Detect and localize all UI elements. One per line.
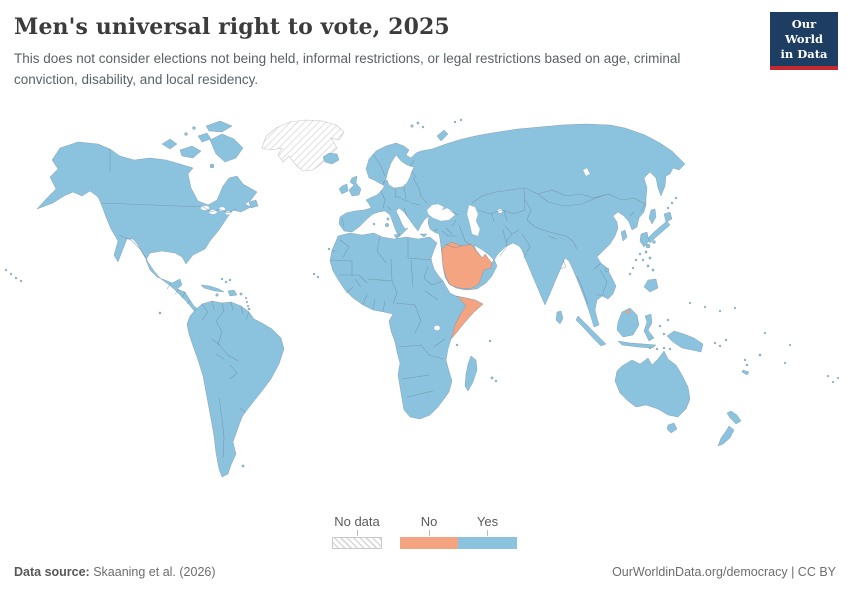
world-map bbox=[0, 108, 850, 513]
legend-tick bbox=[487, 530, 488, 536]
region-indonesia[interactable] bbox=[575, 307, 704, 353]
data-source-value: Skaaning et al. (2026) bbox=[89, 565, 216, 579]
legend-swatch-no-data[interactable] bbox=[332, 537, 382, 549]
owid-logo-line2: in Data bbox=[780, 46, 828, 61]
legend-swatch-yes[interactable] bbox=[458, 537, 517, 549]
legend-label-no: No bbox=[420, 514, 438, 529]
legend-label-no-data: No data bbox=[334, 514, 380, 529]
data-source-label: Data source: bbox=[14, 565, 90, 579]
world-map-svg bbox=[4, 118, 840, 478]
region-arabia-no[interactable] bbox=[441, 241, 493, 290]
country-borders bbox=[101, 148, 646, 459]
legend-item-no[interactable]: No bbox=[400, 514, 458, 549]
chart-subtitle: This does not consider elections not bei… bbox=[14, 51, 681, 87]
region-oceania[interactable] bbox=[4, 268, 840, 447]
page-title: Men's universal right to vote, 2025 bbox=[14, 14, 450, 40]
region-caribbean[interactable] bbox=[200, 277, 251, 311]
legend-swatch-no[interactable] bbox=[400, 537, 458, 549]
region-somalia-no[interactable] bbox=[450, 295, 484, 340]
legend-tick bbox=[356, 530, 358, 536]
rights-note[interactable]: OurWorldinData.org/democracy | CC BY bbox=[612, 565, 836, 579]
legend-label-yes: Yes bbox=[476, 514, 499, 529]
region-south-america[interactable] bbox=[158, 300, 285, 478]
map-legend: No data No Yes bbox=[0, 514, 850, 556]
legend-tick bbox=[428, 530, 430, 536]
region-europe-islands[interactable] bbox=[322, 118, 463, 240]
legend-item-no-data[interactable]: No data bbox=[332, 514, 382, 549]
region-asia-islands[interactable] bbox=[555, 196, 678, 325]
owid-logo[interactable]: Our World in Data bbox=[770, 12, 838, 70]
legend-item-yes[interactable]: Yes bbox=[458, 514, 517, 549]
owid-logo-line1: Our World bbox=[784, 17, 824, 46]
region-africa[interactable] bbox=[312, 232, 498, 420]
chart-footer: Data source: Skaaning et al. (2026) OurW… bbox=[14, 565, 836, 579]
region-north-america[interactable] bbox=[36, 120, 259, 314]
data-source: Data source: Skaaning et al. (2026) bbox=[14, 565, 216, 579]
region-brunei-no[interactable] bbox=[626, 310, 630, 314]
chart-header: Men's universal right to vote, 2025 This… bbox=[0, 0, 850, 91]
